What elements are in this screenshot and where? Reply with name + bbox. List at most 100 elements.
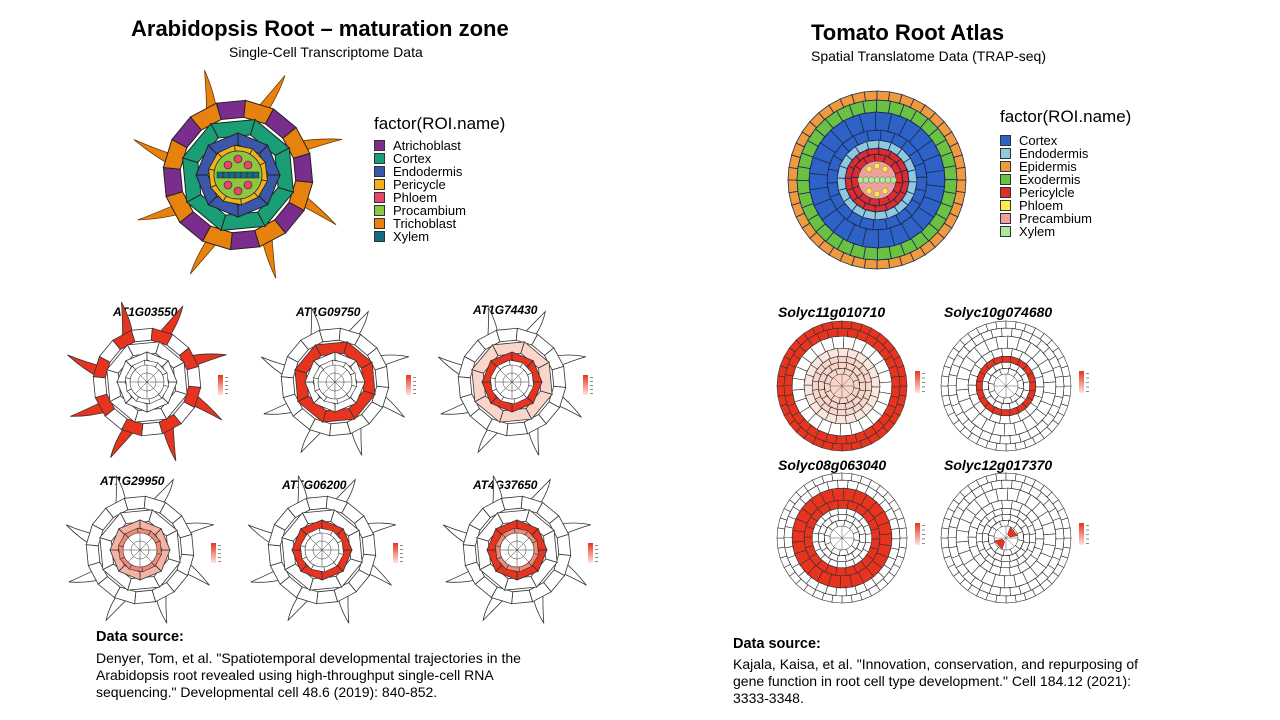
epidermis-cell (162, 166, 184, 198)
cell (831, 442, 843, 452)
endodermis-cell (527, 360, 543, 383)
stele-wall (833, 385, 843, 395)
color-scale-tick (1086, 543, 1089, 544)
epidermis-cell (863, 258, 878, 270)
color-scale-tick (413, 385, 416, 386)
epidermis-cell (229, 229, 261, 251)
cell (776, 527, 786, 539)
cortex-cell (274, 147, 294, 193)
expressed-cell (1007, 526, 1019, 538)
epidermis-cell (551, 365, 567, 388)
cell (999, 435, 1011, 445)
epidermis-cell (215, 99, 247, 121)
stele-wall (504, 549, 518, 563)
cell (858, 396, 869, 408)
swatch (374, 205, 385, 216)
color-scale-tick (595, 557, 598, 558)
cell (1001, 355, 1012, 363)
color-scale-tick (1086, 525, 1089, 526)
cell (845, 585, 858, 597)
citation-line: 3333-3348. (733, 690, 804, 706)
cell (835, 587, 847, 597)
color-scale-tick (590, 377, 593, 378)
exodermis-cell (862, 99, 878, 114)
epidermis-cell (316, 589, 339, 605)
cell (947, 536, 958, 549)
stele-wall (322, 381, 336, 395)
phloem-cell (223, 160, 233, 170)
cell (1001, 347, 1013, 357)
legend-item-precambium: Precambium (1000, 212, 1092, 225)
legend-item-phloem: Phloem (374, 191, 466, 204)
color-scale-tick (400, 545, 403, 546)
color-scale-tick (218, 561, 221, 562)
right-source-citation: Kajala, Kaisa, et al. "Innovation, conse… (733, 656, 1253, 707)
stele-wall (134, 381, 148, 395)
cell (865, 533, 873, 544)
cell (858, 548, 869, 560)
stele-wall (322, 369, 336, 383)
epidermis-cell (374, 365, 390, 388)
expression-plot-at1g74430 (437, 307, 593, 456)
gene-label: AT4G37650 (473, 478, 538, 492)
citation-line: Arabidopsis root revealed using high-thr… (96, 667, 494, 683)
cell (1003, 422, 1017, 437)
color-scale-tick (218, 553, 221, 554)
epidermis-cell (457, 376, 473, 399)
color-scale-tick (922, 377, 925, 379)
cell (1054, 538, 1065, 550)
cell (831, 594, 843, 604)
cell (1003, 574, 1017, 589)
cell (1054, 386, 1065, 398)
color-scale-tick (218, 557, 221, 558)
cell (1062, 375, 1072, 387)
expression-plot-at1g29950 (65, 475, 221, 624)
legend-item-xylem: Xylem (374, 230, 466, 243)
color-scale-tick (1086, 391, 1089, 392)
expression-plot-at1g09750 (260, 307, 416, 456)
legend-item-endodermis: Endodermis (374, 165, 466, 178)
epidermis-cell (85, 544, 101, 567)
color-scale-tick (922, 525, 925, 526)
cell (995, 472, 1007, 482)
cell (845, 433, 858, 445)
stele-wall (516, 549, 530, 563)
cell (995, 487, 1009, 502)
cell (841, 472, 853, 482)
cell (990, 327, 1003, 339)
cortex-cell (543, 529, 558, 563)
cell (1022, 396, 1033, 408)
cell (841, 594, 853, 604)
expression-plot-at1g03550 (67, 301, 228, 462)
cell (841, 320, 853, 330)
cell (940, 527, 950, 539)
exodermis-cell (943, 179, 958, 195)
color-scale-tick (595, 561, 598, 562)
endodermis-cell (337, 528, 353, 551)
cell (1001, 327, 1013, 337)
cell (898, 527, 908, 539)
color-scale-tick (1086, 534, 1089, 535)
stele-wall (309, 549, 323, 563)
cell (839, 574, 853, 589)
cell (890, 538, 901, 550)
stele-wall (137, 372, 157, 392)
color-scale-bar (915, 523, 920, 545)
epidermis-cell (186, 365, 202, 388)
cell (995, 335, 1009, 350)
cortex-cell (348, 529, 363, 563)
cell (837, 355, 848, 363)
expression-plot-at4g37650 (442, 475, 598, 624)
xylem-cell (216, 171, 224, 179)
cell (826, 479, 839, 491)
color-scale-tick (413, 393, 416, 394)
color-scale-tick (1086, 373, 1089, 374)
cell (837, 327, 849, 337)
cell (890, 527, 901, 540)
epidermis-cell (141, 421, 164, 437)
endodermis-cell (907, 169, 918, 183)
cell (1062, 537, 1072, 549)
endodermis-cell (350, 360, 366, 383)
right-legend-title: factor(ROI.name) (1000, 107, 1132, 126)
phloem-cell (223, 180, 233, 190)
